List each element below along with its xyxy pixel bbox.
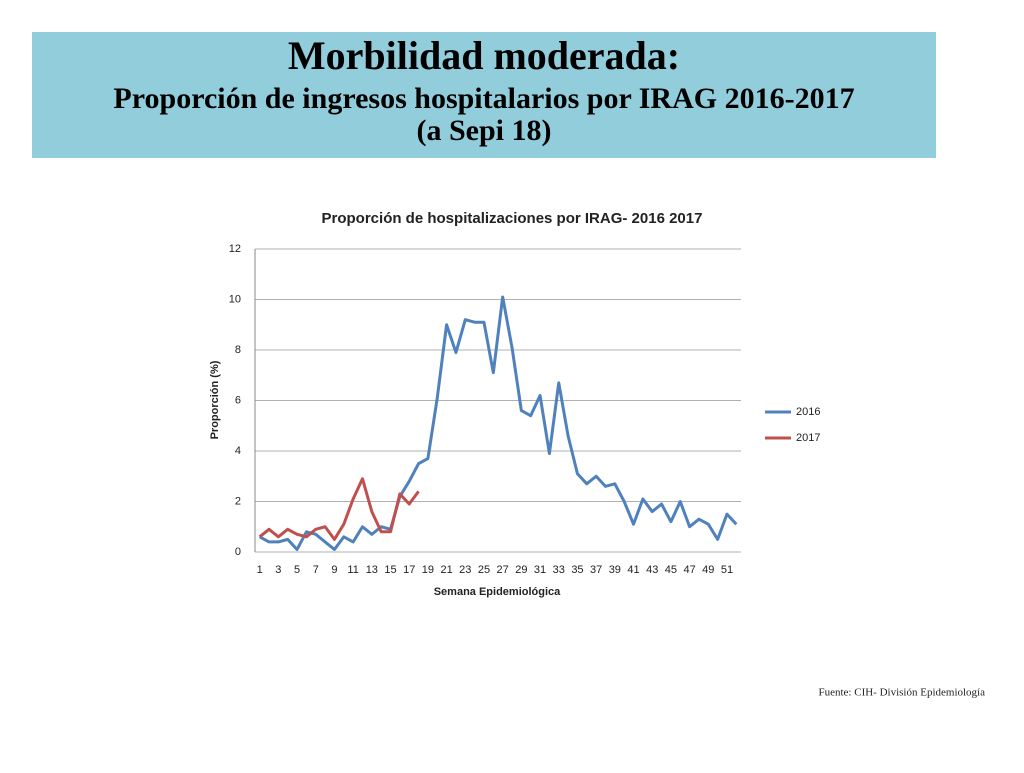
x-tick-label: 37: [590, 564, 602, 576]
x-tick-label: 29: [515, 564, 527, 576]
chart-title: Proporción de hospitalizaciones por IRAG…: [322, 210, 703, 227]
y-tick-label: 10: [229, 293, 241, 305]
legend-label: 2016: [796, 406, 820, 418]
x-tick-label: 13: [366, 564, 378, 576]
x-tick-label: 11: [347, 564, 358, 576]
x-tick-label: 1: [257, 564, 263, 576]
x-tick-label: 27: [497, 564, 509, 576]
y-tick-label: 8: [235, 344, 241, 356]
x-tick-label: 21: [440, 564, 452, 576]
x-tick-label: 23: [459, 564, 471, 576]
source-note: Fuente: CIH- División Epidemiología: [818, 687, 985, 699]
x-tick-label: 39: [609, 564, 621, 576]
slide-subtitle: (a Sepi 18): [417, 114, 552, 147]
series-line: [258, 295, 738, 551]
slide-title: Morbilidad moderada:: [288, 33, 680, 78]
y-tick-label: 4: [235, 445, 241, 457]
y-tick-label: 0: [235, 546, 241, 558]
x-tick-label: 3: [275, 564, 281, 576]
y-axis-label: Proporción (%): [209, 360, 221, 439]
x-tick-label: 35: [571, 564, 583, 576]
x-tick-label: 7: [313, 564, 319, 576]
series-line: [258, 477, 420, 541]
header-box: [32, 32, 936, 158]
y-tick-label: 12: [229, 243, 241, 255]
x-tick-label: 43: [646, 564, 658, 576]
x-axis-label: Semana Epidemiológica: [434, 586, 561, 598]
x-tick-label: 25: [478, 564, 490, 576]
x-tick-label: 33: [553, 564, 565, 576]
y-tick-label: 2: [235, 495, 241, 507]
x-tick-label: 31: [534, 564, 546, 576]
x-tick-label: 41: [627, 564, 639, 576]
x-tick-label: 5: [294, 564, 300, 576]
x-tick-label: 17: [403, 564, 415, 576]
x-tick-label: 15: [384, 564, 396, 576]
x-tick-label: 51: [721, 564, 733, 576]
y-tick-label: 6: [235, 394, 241, 406]
x-tick-label: 9: [331, 564, 337, 576]
x-tick-label: 49: [702, 564, 714, 576]
x-tick-label: 19: [422, 564, 434, 576]
x-tick-label: 45: [665, 564, 677, 576]
legend-label: 2017: [796, 432, 820, 444]
x-tick-label: 47: [683, 564, 695, 576]
slide-subtitle: Proporción de ingresos hospitalarios por…: [113, 82, 854, 115]
